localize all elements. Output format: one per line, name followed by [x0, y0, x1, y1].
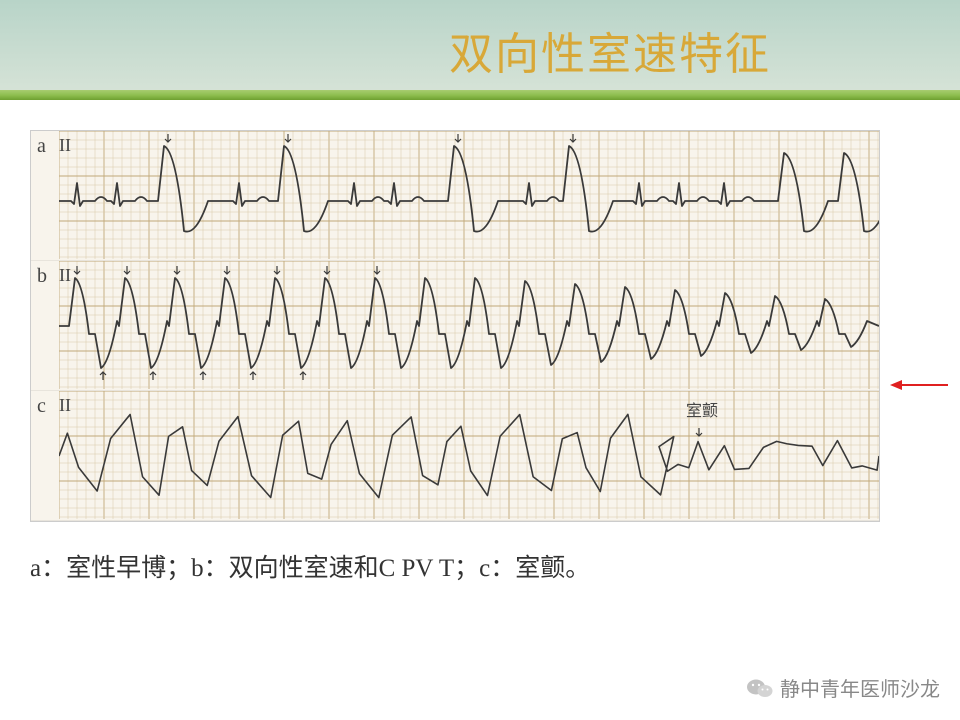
header-border: [0, 90, 960, 100]
strip-a-lead: II: [59, 135, 71, 156]
ecg-trace-b: [59, 261, 879, 389]
strip-a-label: a: [37, 135, 46, 158]
slide-title: 双向性室速特征: [449, 18, 771, 82]
figure-caption: a：室性早博；b：双向性室速和C PV T；c：室颤。: [30, 548, 930, 584]
wechat-icon: [746, 677, 774, 699]
strip-c-label: c: [37, 395, 46, 418]
vf-annotation: 室颤: [686, 397, 718, 421]
ecg-strip-b: b II: [31, 261, 879, 391]
ecg-trace-a: [59, 131, 879, 259]
ecg-strip-c: c II 室颤: [31, 391, 879, 521]
ecg-strip-a: a II: [31, 131, 879, 261]
strip-b-label: b: [37, 265, 47, 288]
emphasis-arrow: [890, 375, 950, 395]
strip-b-lead: II: [59, 265, 71, 286]
slide-header: 双向性室速特征: [0, 0, 960, 100]
ecg-trace-c: [59, 391, 879, 519]
slide-content: a II b II c II 室颤 a：室性早博；b：双向性室速和C PV T；…: [0, 100, 960, 584]
watermark: 静中青年医师沙龙: [746, 673, 940, 702]
watermark-text: 静中青年医师沙龙: [780, 673, 940, 702]
ecg-figure: a II b II c II 室颤: [30, 130, 880, 522]
strip-c-lead: II: [59, 395, 71, 416]
